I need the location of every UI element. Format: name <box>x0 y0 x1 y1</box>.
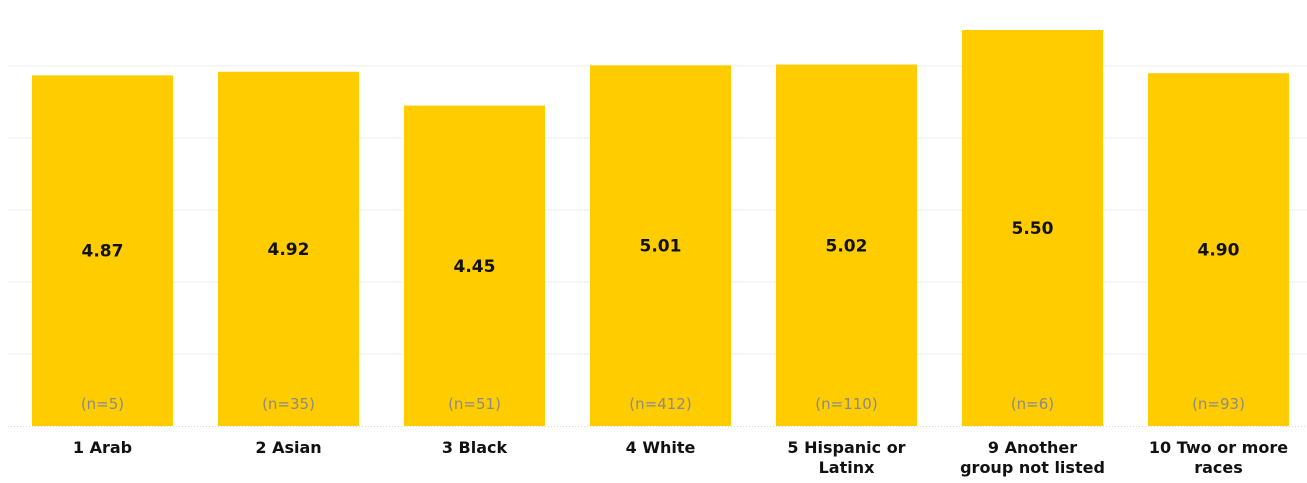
data-label: 5.01 <box>640 237 682 257</box>
data-label: 4.45 <box>454 257 496 277</box>
bar <box>590 65 731 426</box>
category-label: 5 Hispanic or Latinx <box>787 438 905 477</box>
data-label: 5.02 <box>826 236 868 256</box>
category-label: 2 Asian <box>255 438 321 457</box>
category-label: 1 Arab <box>73 438 132 457</box>
category-label: 3 Black <box>442 438 508 457</box>
bar <box>962 30 1103 426</box>
bars <box>32 30 1289 427</box>
n-label: (n=110) <box>815 395 877 413</box>
bar <box>32 75 173 427</box>
category-label: 4 White <box>626 438 696 457</box>
data-label: 4.87 <box>82 242 124 262</box>
category-label-line: 5 Hispanic or <box>787 438 905 457</box>
category-label-line: 4 White <box>626 438 696 457</box>
bar <box>404 105 545 426</box>
category-label-line: races <box>1194 458 1243 477</box>
category-label-line: group not listed <box>960 458 1105 477</box>
category-label-line: 2 Asian <box>255 438 321 457</box>
category-label-line: 1 Arab <box>73 438 132 457</box>
category-label-line: Latinx <box>819 458 876 477</box>
bar <box>776 64 917 426</box>
bar <box>218 71 359 426</box>
n-label: (n=35) <box>262 395 315 413</box>
data-label: 4.92 <box>268 240 310 260</box>
category-label-line: 10 Two or more <box>1149 438 1288 457</box>
category-label: 9 Another group not listed <box>960 438 1105 477</box>
data-label: 5.50 <box>1012 219 1054 239</box>
bar-labels: 4.87 (n=5) 4.92 (n=35) 4.45 (n=51) 5.01 (n=412)… <box>81 219 1245 413</box>
data-label: 4.90 <box>1198 241 1240 261</box>
n-label: (n=51) <box>448 395 501 413</box>
category-labels: 1 Arab 2 Asian 3 Black 4 White 5 Hispanic or… <box>73 438 1288 477</box>
bar <box>1148 73 1289 426</box>
category-label-line: 3 Black <box>442 438 508 457</box>
category-label-line: 9 Another <box>988 438 1077 457</box>
category-label: 10 Two or more races <box>1149 438 1288 477</box>
n-label: (n=412) <box>629 395 691 413</box>
n-label: (n=5) <box>81 395 124 413</box>
n-label: (n=6) <box>1011 395 1054 413</box>
n-label: (n=93) <box>1192 395 1245 413</box>
